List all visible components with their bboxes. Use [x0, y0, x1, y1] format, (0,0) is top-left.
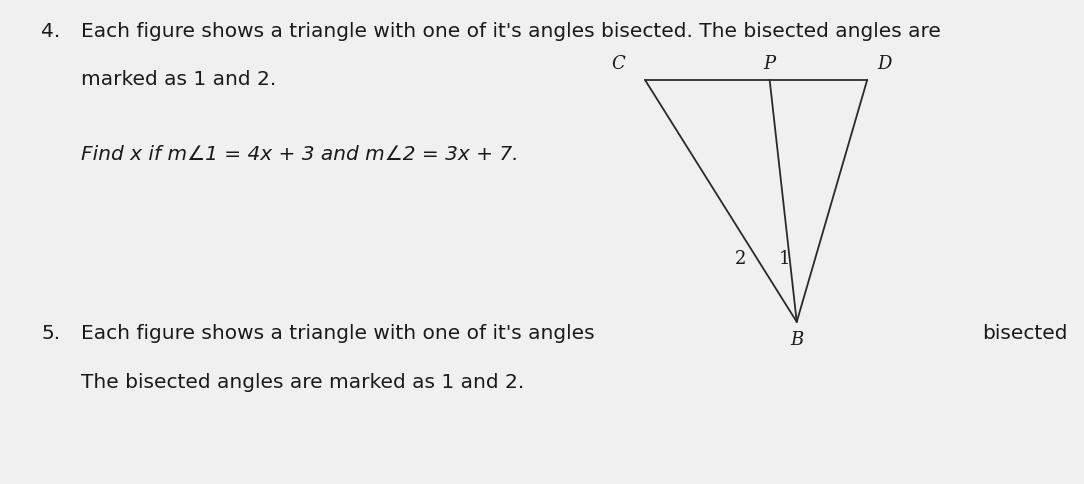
Text: 2: 2 — [735, 250, 746, 268]
Text: Each figure shows a triangle with one of it's angles: Each figure shows a triangle with one of… — [81, 324, 595, 343]
Text: C: C — [611, 55, 625, 73]
Text: 4.: 4. — [41, 22, 61, 41]
Text: Find x if m∠1 = 4x + 3 and m∠2 = 3x + 7.: Find x if m∠1 = 4x + 3 and m∠2 = 3x + 7. — [81, 145, 519, 164]
Text: Each figure shows a triangle with one of it's angles bisected. The bisected angl: Each figure shows a triangle with one of… — [81, 22, 941, 41]
Text: The bisected angles are marked as 1 and 2.: The bisected angles are marked as 1 and … — [81, 373, 525, 392]
Text: P: P — [763, 55, 776, 73]
Text: 5.: 5. — [41, 324, 61, 343]
Text: bisected: bisected — [982, 324, 1068, 343]
Text: 1: 1 — [778, 250, 790, 268]
Text: B: B — [790, 331, 803, 348]
Text: D: D — [877, 55, 891, 73]
Text: marked as 1 and 2.: marked as 1 and 2. — [81, 70, 276, 89]
